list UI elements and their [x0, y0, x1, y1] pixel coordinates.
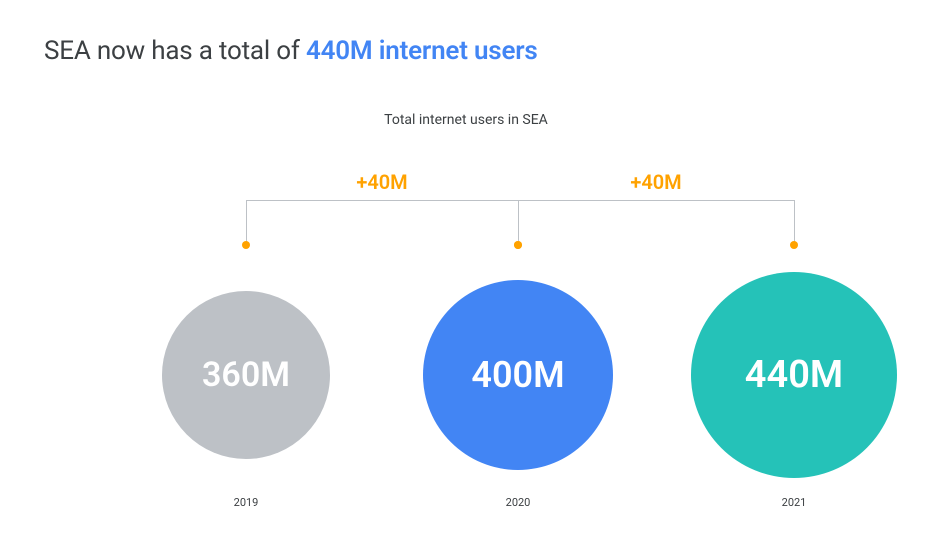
circle-2021: 440M [691, 272, 897, 478]
connector-dot [514, 241, 522, 249]
circle-2020: 400M [423, 280, 613, 470]
connector-vertical [246, 200, 247, 245]
year-label-2019: 2019 [234, 496, 259, 509]
connector-vertical [794, 200, 795, 245]
connector-dot [790, 241, 798, 249]
connector-horizontal [246, 200, 518, 201]
delta-label: +40M [630, 170, 681, 194]
chart-subtitle: Total internet users in SEA [0, 112, 932, 128]
title-highlight: 440M internet users [306, 36, 538, 66]
title-part1: SEA now has a total of [44, 36, 306, 66]
delta-label: +40M [356, 170, 407, 194]
year-label-2021: 2021 [782, 496, 807, 509]
circle-2019: 360M [162, 291, 330, 459]
connector-dot [242, 241, 250, 249]
page-title: SEA now has a total of 440M internet use… [44, 36, 538, 66]
connector-vertical [518, 200, 519, 245]
connector-horizontal [518, 200, 794, 201]
circle-chart: 360M2019400M2020440M2021+40M+40M [0, 150, 932, 490]
year-label-2020: 2020 [506, 496, 531, 509]
